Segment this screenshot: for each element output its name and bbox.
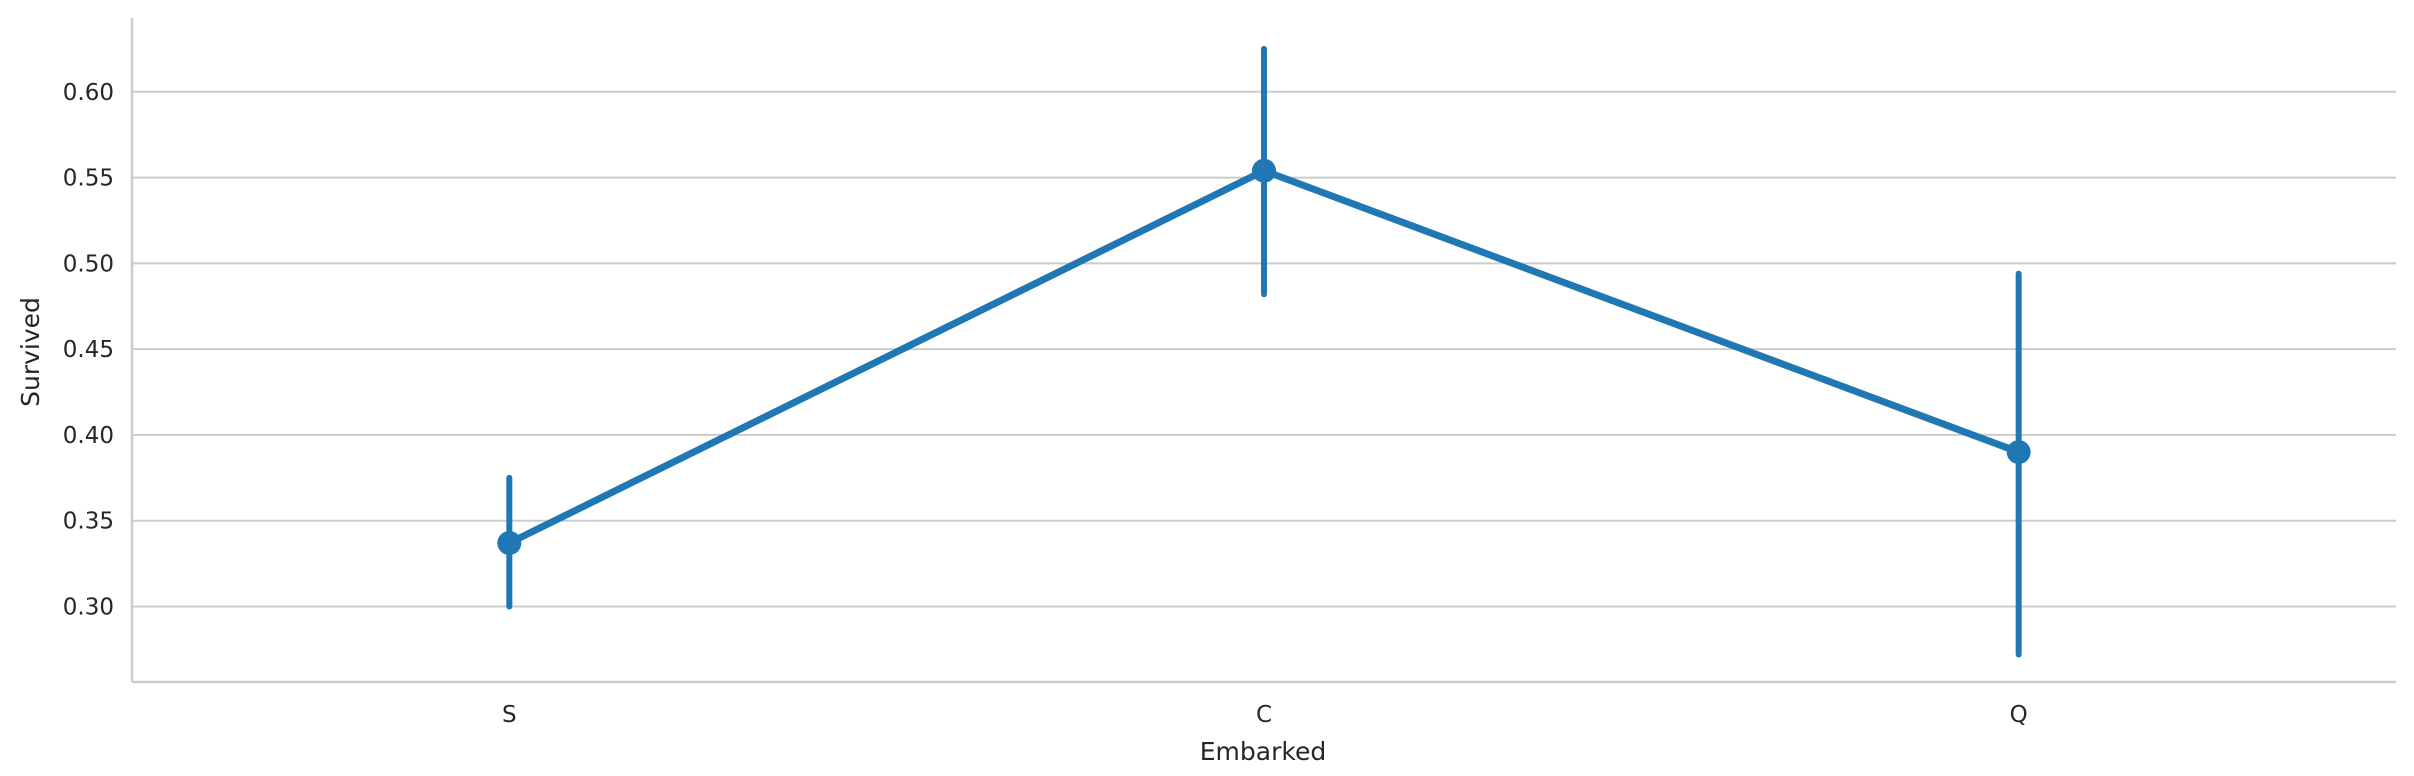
y-tick-label: 0.35 <box>63 509 114 535</box>
y-tick-label: 0.50 <box>63 251 114 277</box>
data-point <box>2006 440 2031 465</box>
y-tick-label: 0.60 <box>63 80 114 106</box>
axes <box>130 18 2396 684</box>
data-point <box>497 531 522 556</box>
x-tick-label: S <box>502 702 517 728</box>
x-axis-label: Embarked <box>1200 737 1326 766</box>
y-tick-label: 0.55 <box>63 166 114 192</box>
data-point <box>1252 158 1276 183</box>
x-tick-label: C <box>1256 702 1272 728</box>
y-tick-label: 0.40 <box>63 423 114 449</box>
y-axis-label: Survived <box>16 297 45 407</box>
y-tick-labels: 0.30 0.35 0.40 0.45 0.50 0.55 0.60 <box>63 80 114 621</box>
data-series <box>497 45 2031 658</box>
x-tick-label: Q <box>2010 702 2028 728</box>
y-tick-label: 0.45 <box>63 337 114 363</box>
y-tick-label: 0.30 <box>63 595 114 621</box>
